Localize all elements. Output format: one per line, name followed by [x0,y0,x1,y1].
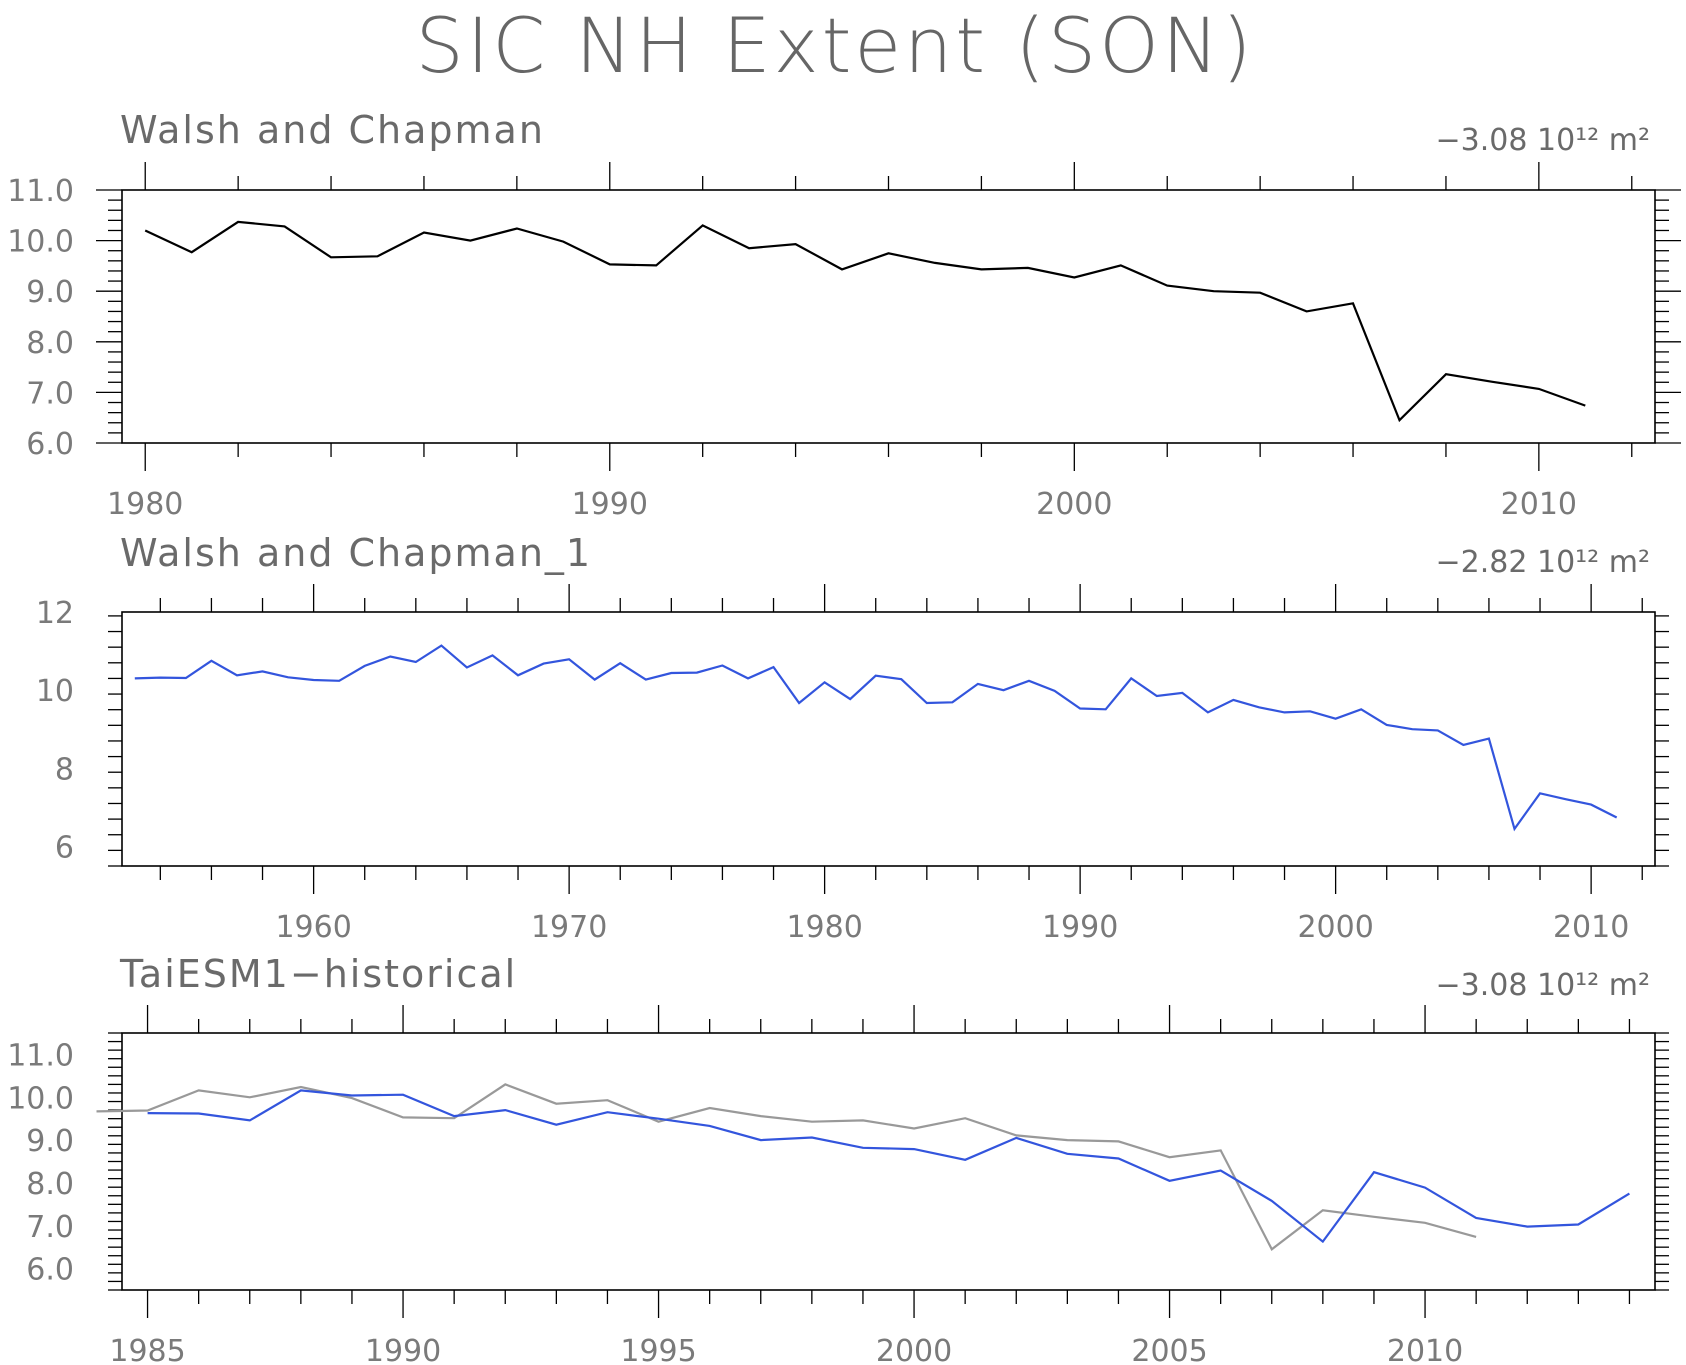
trend-label: −2.82 10¹² m² [1436,545,1650,580]
series-line-2 [96,1083,1477,1251]
plot-frame [121,1032,1656,1291]
y-tick-label: 8.0 [26,326,74,361]
x-tick-label: 2005 [1131,1334,1207,1365]
y-tick-label: 8 [55,752,74,787]
x-tick-label: 1980 [107,487,183,522]
plot-frame [121,611,1656,867]
panel-title: Walsh and Chapman_1 [120,531,592,575]
x-tick-label: 1970 [531,910,607,945]
y-tick-label: 10.0 [7,1081,74,1116]
y-tick-label: 8.0 [26,1167,74,1202]
x-tick-label: 1985 [109,1334,185,1365]
panel-taiesm1-historical: TaiESM1−historical −3.08 10¹² m² 1985 199… [7,952,1669,1365]
x-tick-label: 1980 [786,910,862,945]
series-line-1 [144,220,1586,423]
panel-walsh-chapman: Walsh and Chapman −3.08 10¹² m² 1980 1990… [7,108,1681,522]
panel-title: Walsh and Chapman [120,108,545,152]
panel-walsh-chapman-1: Walsh and Chapman_1 −2.82 10¹² m² 1960 19… [36,531,1669,945]
x-tick-label: 2000 [1297,910,1373,945]
plot-frame [121,189,1656,444]
trend-label: −3.08 10¹² m² [1436,968,1650,1003]
y-tick-label: 6.0 [26,427,74,462]
x-tick-label: 2010 [1387,1334,1463,1365]
y-tick-label: 11.0 [7,1038,74,1073]
y-tick-label: 9.0 [26,1124,74,1159]
y-tick-label: 7.0 [26,376,74,411]
y-tick-label: 6.0 [26,1253,74,1288]
trend-label: −3.08 10¹² m² [1436,123,1650,158]
x-tick-label: 2010 [1553,910,1629,945]
y-tick-label: 10.0 [7,225,74,260]
x-tick-label: 2010 [1501,487,1577,522]
y-tick-label: 12 [36,596,74,631]
x-tick-label: 1990 [572,487,648,522]
y-tick-label: 11.0 [7,174,74,209]
figure-title: SIC NH Extent (SON) [416,1,1255,90]
series-line-1 [147,1089,1630,1244]
x-tick-label: 2000 [876,1334,952,1365]
x-tick-label: 1995 [620,1334,696,1365]
y-tick-label: 10 [36,674,74,709]
series-line-1 [134,644,1618,832]
x-tick-label: 1960 [275,910,351,945]
panel-title: TaiESM1−historical [119,952,517,996]
y-tick-label: 6 [55,830,74,865]
y-tick-label: 7.0 [26,1210,74,1245]
y-tick-label: 9.0 [26,275,74,310]
x-tick-label: 1990 [365,1334,441,1365]
x-tick-label: 1990 [1042,910,1118,945]
x-tick-label: 2000 [1036,487,1112,522]
